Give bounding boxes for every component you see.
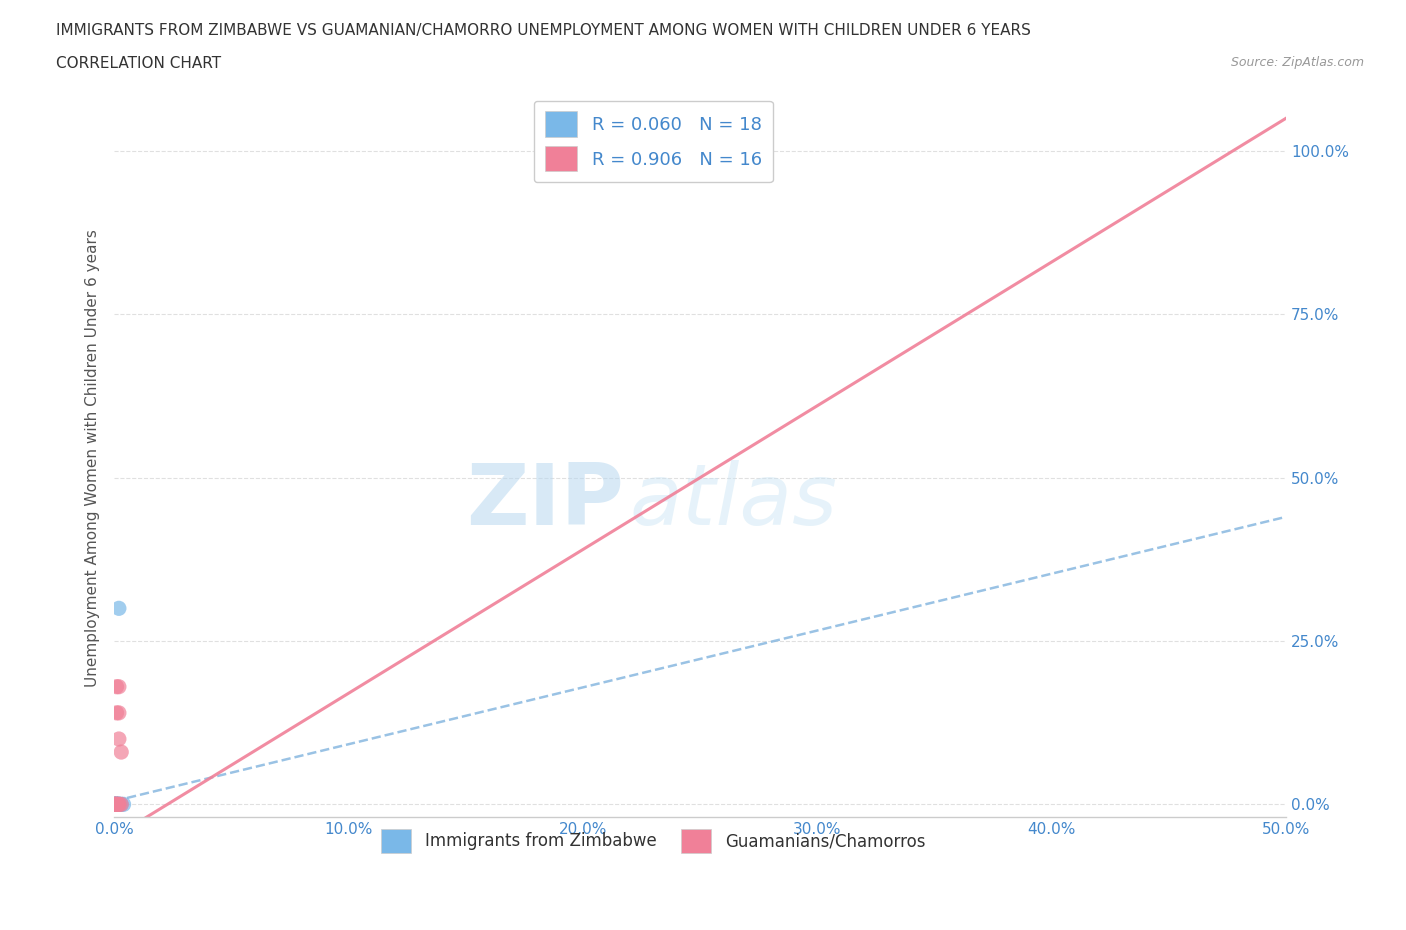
- Point: [105, 797, 128, 812]
- Point: [105, 797, 128, 812]
- Point: [105, 797, 128, 812]
- Point: [103, 797, 125, 812]
- Point: [105, 797, 128, 812]
- Point: [108, 797, 131, 812]
- Point: [112, 797, 135, 812]
- Point: [108, 797, 131, 812]
- Point: [108, 797, 131, 812]
- Point: [105, 797, 128, 812]
- Text: atlas: atlas: [630, 459, 838, 543]
- Point: [105, 797, 128, 812]
- Y-axis label: Unemployment Among Women with Children Under 6 years: Unemployment Among Women with Children U…: [86, 229, 100, 687]
- Point: [105, 797, 128, 812]
- Text: ZIP: ZIP: [467, 459, 624, 543]
- Point: [108, 679, 131, 694]
- Point: [108, 797, 131, 812]
- Legend: Immigrants from Zimbabwe, Guamanians/Chamorros: Immigrants from Zimbabwe, Guamanians/Cha…: [374, 822, 932, 859]
- Point: [108, 601, 131, 616]
- Point: [108, 732, 131, 747]
- Point: [105, 797, 128, 812]
- Point: [103, 797, 125, 812]
- Point: [105, 797, 128, 812]
- Point: [103, 797, 125, 812]
- Point: [110, 745, 132, 760]
- Point: [103, 797, 125, 812]
- Text: Source: ZipAtlas.com: Source: ZipAtlas.com: [1230, 56, 1364, 69]
- Point: [108, 706, 131, 721]
- Point: [105, 797, 128, 812]
- Point: [103, 797, 125, 812]
- Text: IMMIGRANTS FROM ZIMBABWE VS GUAMANIAN/CHAMORRO UNEMPLOYMENT AMONG WOMEN WITH CHI: IMMIGRANTS FROM ZIMBABWE VS GUAMANIAN/CH…: [56, 23, 1031, 38]
- Point: [108, 797, 131, 812]
- Point: [110, 797, 132, 812]
- Point: [103, 797, 125, 812]
- Point: [105, 679, 128, 694]
- Point: [108, 797, 131, 812]
- Point: [103, 797, 125, 812]
- Text: CORRELATION CHART: CORRELATION CHART: [56, 56, 221, 71]
- Point: [103, 797, 125, 812]
- Point: [110, 797, 132, 812]
- Point: [105, 706, 128, 721]
